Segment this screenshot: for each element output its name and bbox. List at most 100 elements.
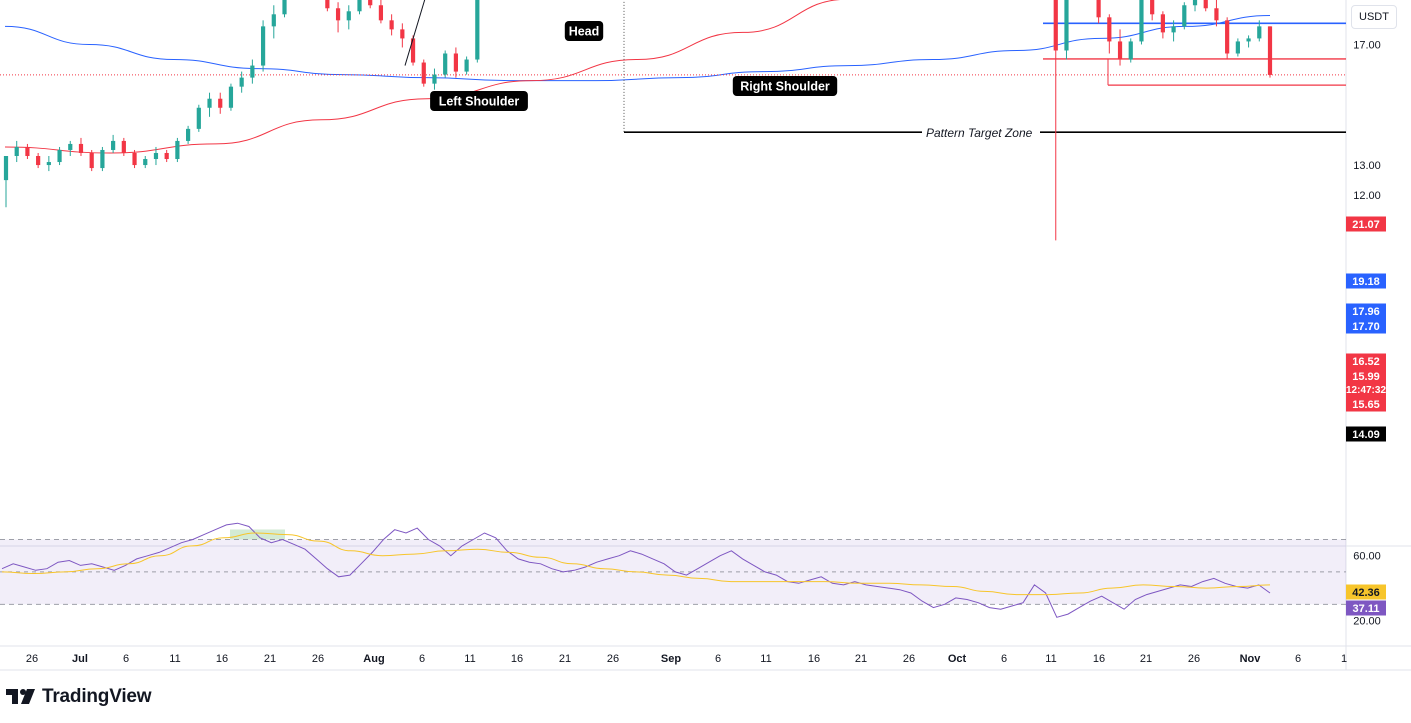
time-axis-tick: 21 [264, 653, 276, 665]
candle-body [1064, 0, 1069, 51]
candle-body [1192, 0, 1198, 6]
price-badge: 19.18 [1352, 276, 1380, 288]
currency-label[interactable]: USDT [1351, 5, 1397, 29]
candle-body [68, 143, 73, 150]
candle-body [111, 140, 116, 150]
price-badge: 14.09 [1352, 429, 1380, 441]
candle-body [78, 143, 84, 153]
price-axis-tick: 17.00 [1353, 39, 1381, 51]
candle-body [1150, 0, 1155, 15]
candle-body [378, 5, 384, 21]
rsi-axis-tick: 60.00 [1353, 551, 1381, 563]
rsi-axis-tick: 20.00 [1353, 616, 1381, 628]
time-axis-tick: 11 [1045, 653, 1056, 665]
time-axis-tick: Oct [948, 653, 967, 665]
candle-body [1160, 14, 1165, 33]
left-shoulder-label-bg [430, 91, 528, 111]
candle-body [100, 149, 105, 169]
candle-body [1246, 38, 1251, 42]
candle-body [1117, 41, 1123, 60]
time-axis-tick: Aug [363, 653, 384, 665]
candle-body [453, 53, 458, 72]
candle-body [260, 26, 266, 66]
time-axis-tick: 11 [169, 653, 180, 665]
rsi-badge: 42.36 [1352, 587, 1380, 599]
right-shoulder-label-bg [732, 76, 838, 96]
time-axis-tick: 26 [1188, 653, 1200, 665]
candle-body [421, 62, 426, 84]
candle-body [25, 146, 30, 157]
candle-body [475, 0, 480, 60]
candle-body [1107, 17, 1112, 42]
candle-body [89, 152, 94, 169]
head-label: Head [569, 25, 600, 39]
price-badge-bg [1346, 381, 1386, 397]
candle-body [121, 140, 126, 153]
candle-body [218, 98, 223, 108]
candle-body [239, 77, 244, 87]
candle-body [153, 152, 159, 160]
candle-body [143, 159, 148, 166]
price-badge-bg [1346, 353, 1386, 369]
candle-body [250, 65, 255, 78]
time-axis-tick: 26 [903, 653, 915, 665]
candle-body [46, 162, 51, 166]
rsi-badge-bg [1346, 600, 1386, 616]
candle-body [271, 14, 276, 27]
rsi-badge: 37.11 [1353, 603, 1380, 615]
price-badge: 12:47:32 [1346, 385, 1386, 396]
candle-body [1128, 41, 1133, 60]
brand-name: TradingView [42, 686, 152, 707]
left-shoulder-label: Left Shoulder [439, 95, 520, 109]
time-axis-tick: 16 [808, 653, 820, 665]
time-axis-tick: 11 [760, 653, 771, 665]
time-axis-tick: 6 [1295, 653, 1301, 665]
candle-body [1267, 26, 1273, 75]
candle-body [325, 0, 330, 9]
candle-body [1096, 0, 1101, 18]
price-badge-bg [1346, 426, 1386, 442]
rsi-line [1, 522, 1271, 618]
rsi-ma-line [1, 532, 1271, 596]
candle-body [1203, 0, 1208, 9]
candle-body [1139, 0, 1144, 42]
time-axis-tick: 6 [1001, 653, 1007, 665]
price-badge: 21.07 [1352, 219, 1380, 231]
candle-body [228, 86, 234, 108]
time-axis-tick: 26 [312, 653, 324, 665]
pattern-target-label: Pattern Target Zone [926, 126, 1033, 140]
candle-body [1257, 26, 1262, 39]
time-axis-tick: 26 [607, 653, 619, 665]
moving-average-slow-line [4, 15, 1271, 82]
candle-body [282, 0, 287, 15]
time-axis-tick: 26 [26, 653, 38, 665]
rsi-overbought-fill [230, 529, 285, 540]
time-axis-tick: 16 [216, 653, 228, 665]
price-badge-bg [1346, 216, 1386, 232]
moving-average-fast-line [4, 0, 843, 154]
candle-body [464, 59, 469, 72]
pattern-target-label-bg [922, 124, 1040, 141]
tradingview-logo-icon [6, 689, 35, 704]
price-badge: 16.52 [1352, 356, 1380, 368]
candle-body [346, 11, 351, 21]
candle-body [57, 149, 62, 163]
candle-body [207, 98, 212, 108]
candle-body [1235, 41, 1240, 54]
price-axis-tick: 13.00 [1353, 160, 1381, 172]
candle-body [1182, 5, 1187, 27]
candle-body [196, 107, 201, 129]
time-axis-tick: Jul [72, 653, 88, 665]
time-axis-tick: 11 [464, 653, 475, 665]
price-badge-bg [1346, 303, 1386, 319]
candle-body [368, 0, 373, 6]
candle-body [1225, 20, 1230, 54]
price-axis-tick: 12.00 [1353, 190, 1381, 202]
time-axis-tick: Nov [1240, 653, 1262, 665]
time-axis-tick: 21 [559, 653, 571, 665]
price-badge-bg [1346, 318, 1386, 334]
time-axis-tick: 6 [123, 653, 129, 665]
time-axis-tick: 6 [715, 653, 721, 665]
